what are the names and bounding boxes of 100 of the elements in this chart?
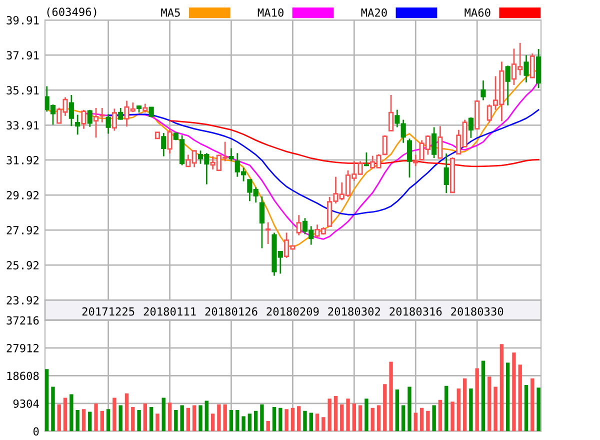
- bar: [315, 414, 320, 432]
- legend-label: MA5: [161, 8, 180, 17]
- bar: [401, 405, 406, 432]
- candlestick: [388, 94, 394, 132]
- y-tick-label: 25.92: [6, 261, 38, 270]
- bar: [278, 408, 282, 432]
- bar: [328, 398, 332, 432]
- bar: [82, 409, 86, 432]
- candlestick: [75, 114, 80, 136]
- candlestick: [364, 152, 369, 167]
- bar: [248, 414, 252, 432]
- bar: [432, 405, 436, 432]
- bar: [346, 398, 350, 432]
- candlestick: [438, 125, 443, 159]
- x-tick-label: 20180111: [144, 307, 196, 316]
- bar: [192, 405, 196, 432]
- bar: [217, 404, 221, 432]
- bar: [462, 378, 467, 432]
- candlestick: [259, 196, 265, 249]
- y-tick-label: 27.92: [6, 226, 38, 234]
- bar: [118, 405, 122, 432]
- bar: [383, 384, 387, 432]
- candlestick: [530, 52, 535, 78]
- bar: [63, 398, 68, 432]
- candlestick: [413, 154, 418, 167]
- y-tick-label: 0: [33, 427, 39, 436]
- bar: [266, 421, 270, 432]
- bar: [303, 410, 307, 432]
- y-tick-label: 35.91: [6, 86, 39, 95]
- bar: [512, 352, 516, 432]
- legend-label: MA10: [258, 8, 284, 17]
- bar: [223, 404, 227, 432]
- line-series: [169, 120, 540, 168]
- bar: [162, 398, 166, 432]
- bar: [112, 398, 116, 432]
- y-tick-label: 39.91: [6, 16, 39, 24]
- legend-label: MA20: [361, 8, 387, 17]
- bar: [352, 403, 356, 432]
- bar: [229, 410, 234, 432]
- bar: [414, 412, 418, 432]
- legend-label: MA60: [464, 8, 490, 17]
- candlestick: [480, 80, 486, 101]
- bar: [506, 362, 510, 432]
- bar: [51, 386, 55, 432]
- candlestick: [505, 64, 510, 106]
- bar: [358, 405, 362, 432]
- bar: [309, 412, 313, 432]
- candlestick: [432, 126, 437, 159]
- candlestick: [112, 108, 117, 132]
- y-tick-label: 18608: [7, 372, 39, 380]
- bar: [444, 386, 448, 432]
- x-tick-label: 20180316: [390, 307, 442, 316]
- candlestick: [106, 113, 111, 134]
- candlestick: [81, 109, 86, 130]
- chart-title: (603496): [47, 7, 96, 18]
- bar: [524, 384, 528, 432]
- bar: [76, 410, 80, 432]
- candlestick: [228, 148, 234, 162]
- bar: [186, 408, 190, 432]
- y-tick-label: 31.92: [6, 156, 38, 164]
- bar: [106, 409, 110, 432]
- bar: [198, 405, 202, 432]
- bar: [88, 412, 92, 432]
- bar: [364, 398, 368, 432]
- bar: [290, 408, 295, 432]
- y-tick-label: 37216: [6, 316, 39, 325]
- bar: [389, 362, 393, 432]
- bar: [488, 376, 492, 432]
- bar: [242, 416, 246, 432]
- bar: [518, 364, 522, 432]
- bar: [469, 388, 473, 432]
- bar: [322, 417, 326, 432]
- bar: [297, 406, 301, 432]
- bar: [426, 410, 430, 432]
- bar: [481, 360, 486, 432]
- y-tick-label: 33.91: [6, 121, 39, 130]
- bar: [168, 402, 172, 432]
- bar: [236, 410, 240, 432]
- y-tick-label: 37.91: [6, 51, 39, 60]
- candlestick: [266, 222, 271, 245]
- bar: [137, 410, 141, 432]
- y-tick-label: 23.92: [6, 296, 38, 304]
- bar: [272, 407, 276, 432]
- bar: [494, 386, 498, 432]
- x-tick-label: 20180302: [328, 307, 380, 316]
- bar: [408, 386, 412, 432]
- bar: [131, 407, 135, 432]
- bar: [334, 396, 338, 432]
- candlestick: [161, 132, 166, 157]
- bar: [57, 404, 61, 432]
- candlestick: [444, 152, 449, 194]
- x-tick-label: 20180209: [266, 307, 319, 316]
- y-tick-label: 29.92: [6, 191, 38, 200]
- bar: [395, 389, 400, 432]
- bar: [475, 368, 479, 432]
- bar: [500, 344, 504, 432]
- x-tick-label: 20171225: [82, 307, 134, 316]
- bar: [420, 408, 424, 432]
- candlestick: [68, 94, 74, 127]
- candlestick: [406, 138, 412, 178]
